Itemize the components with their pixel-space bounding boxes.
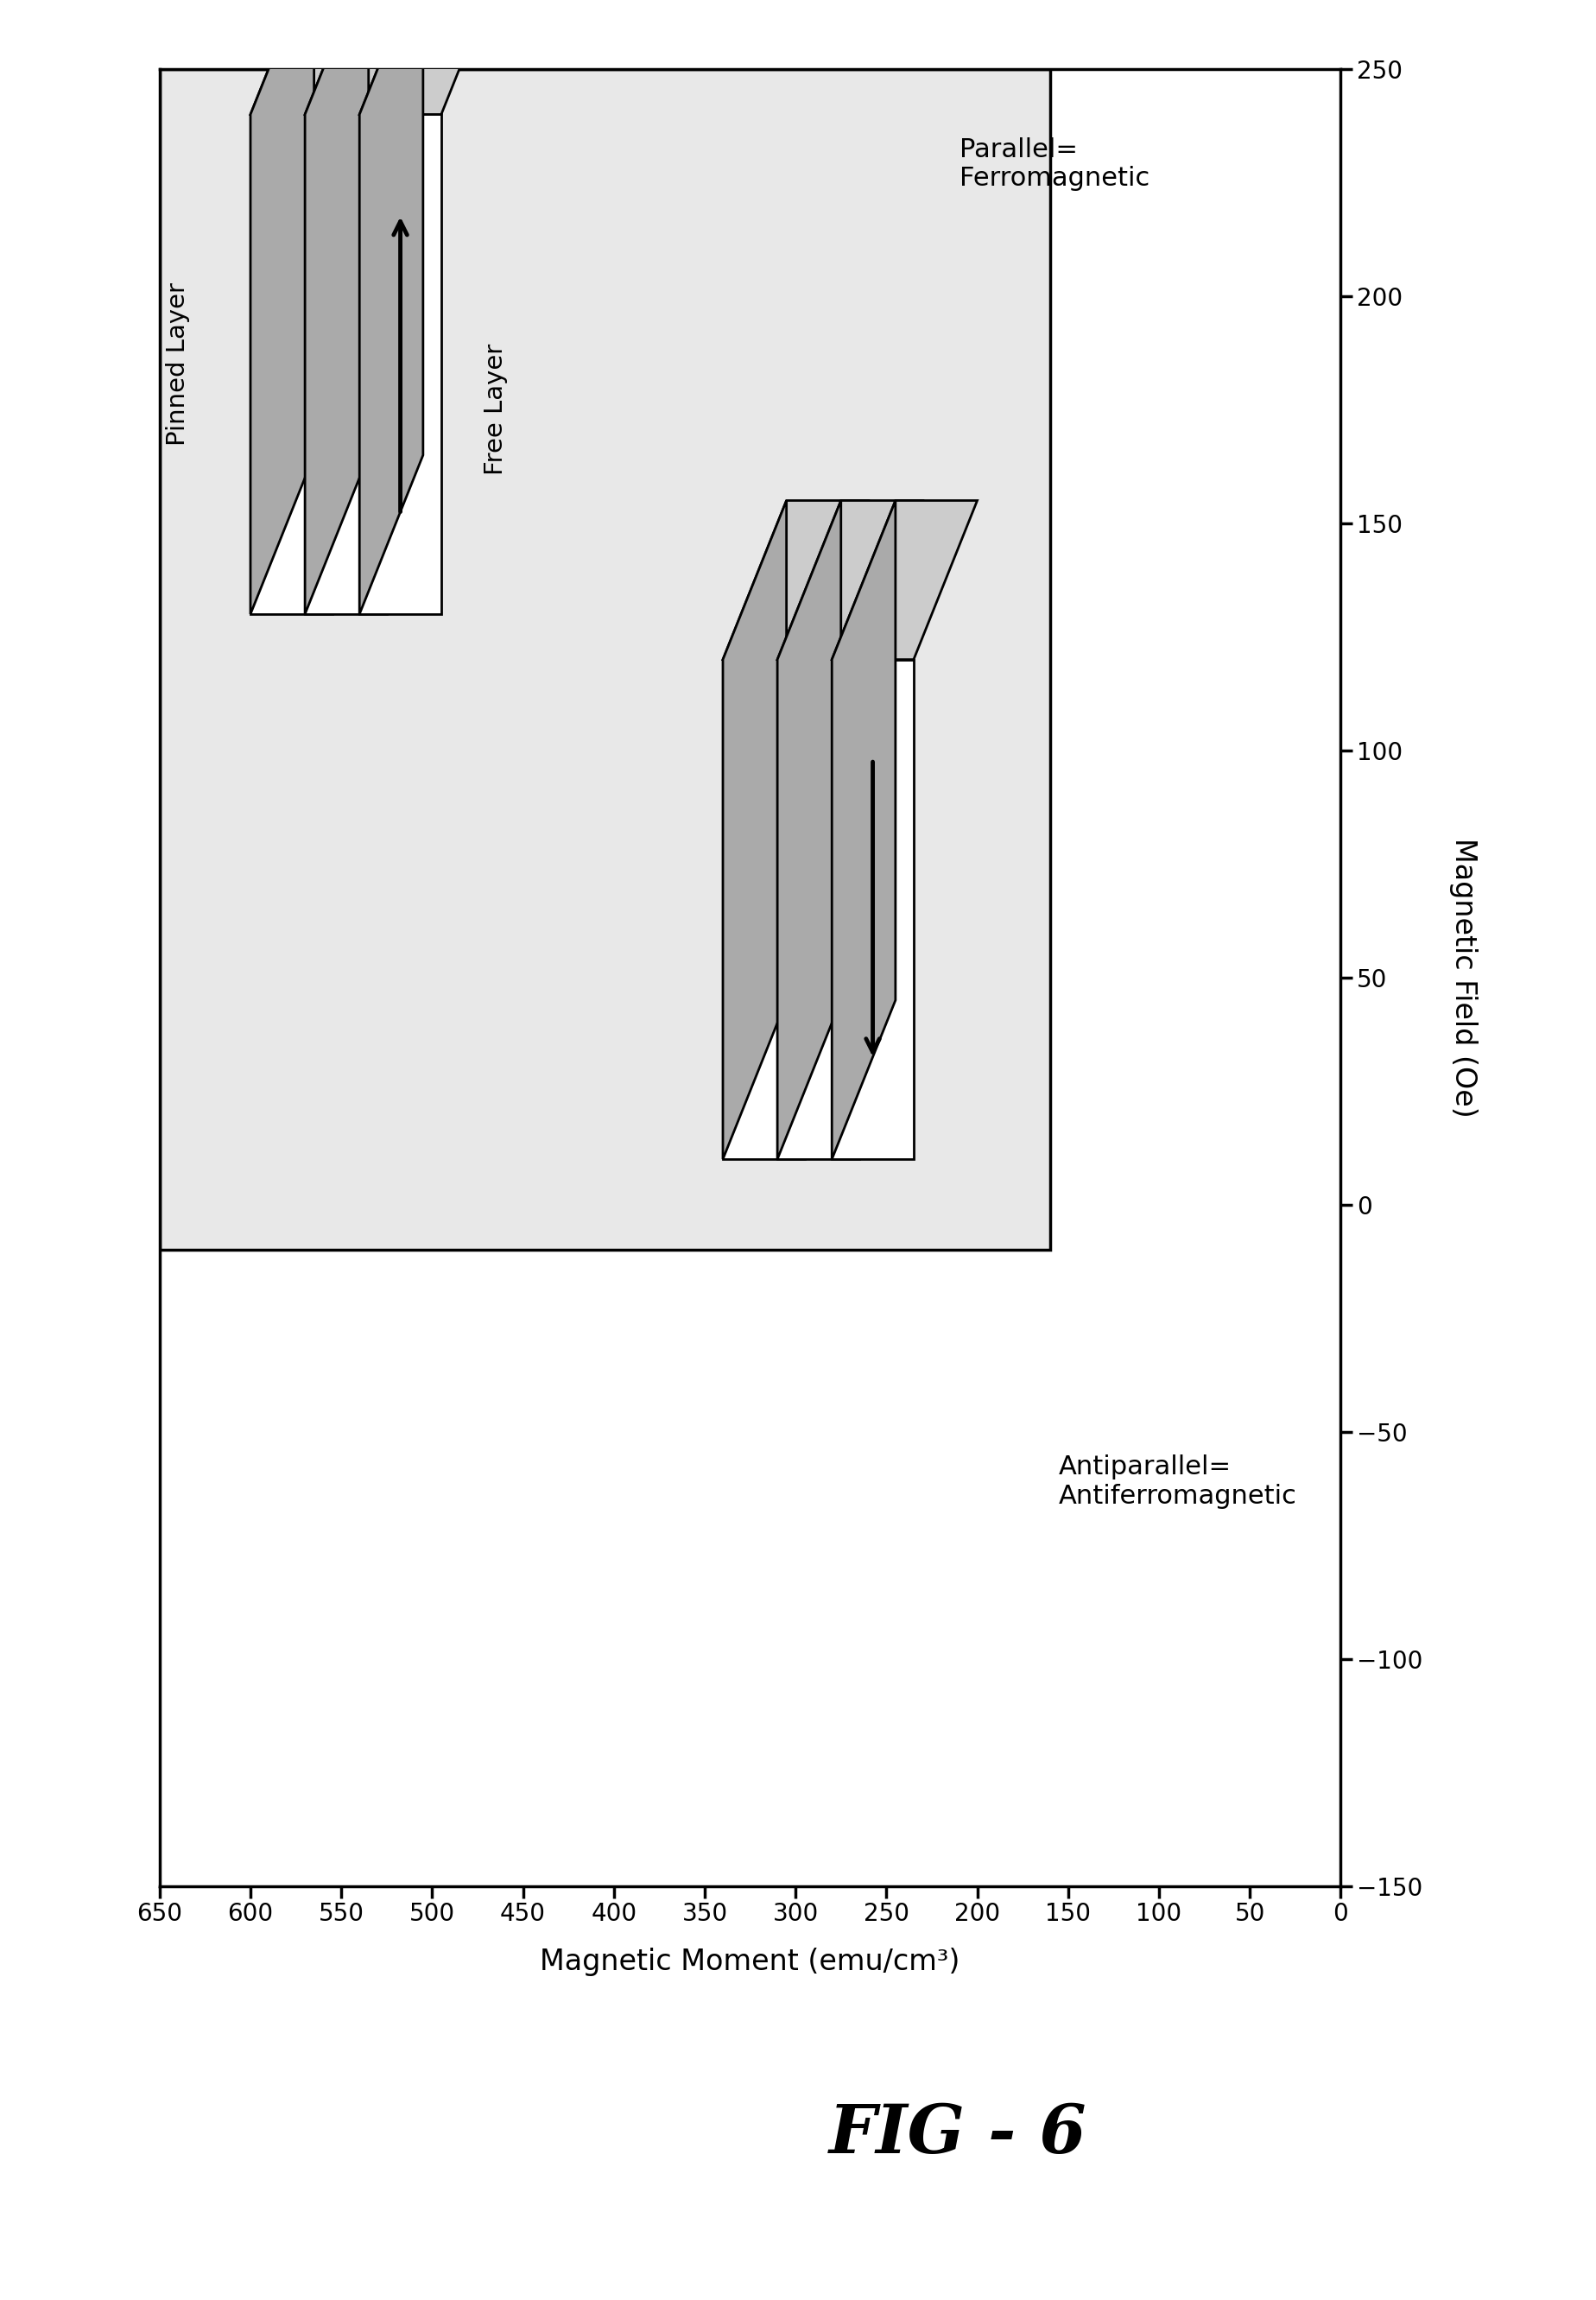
Polygon shape	[251, 0, 314, 614]
Polygon shape	[305, 0, 369, 614]
Polygon shape	[723, 501, 868, 660]
Polygon shape	[777, 501, 922, 660]
Text: Pinned Layer: Pinned Layer	[166, 283, 190, 446]
Polygon shape	[777, 501, 841, 1159]
Text: Antiparallel=
Antiferromagnetic: Antiparallel= Antiferromagnetic	[1060, 1454, 1298, 1509]
Text: Parallel=
Ferromagnetic: Parallel= Ferromagnetic	[959, 138, 1149, 191]
Polygon shape	[251, 0, 396, 115]
Polygon shape	[359, 0, 504, 115]
Polygon shape	[359, 115, 440, 614]
Text: Free Layer: Free Layer	[484, 345, 508, 476]
Y-axis label: Magnetic Field (Oe): Magnetic Field (Oe)	[1449, 837, 1478, 1118]
Polygon shape	[359, 0, 423, 614]
Polygon shape	[305, 115, 386, 614]
Polygon shape	[251, 115, 332, 614]
Bar	[160, 69, 1050, 1251]
Polygon shape	[723, 501, 787, 1159]
Text: FIG - 6: FIG - 6	[828, 2102, 1087, 2167]
Polygon shape	[832, 501, 895, 1159]
Polygon shape	[832, 660, 913, 1159]
Polygon shape	[832, 501, 977, 660]
Polygon shape	[723, 660, 804, 1159]
X-axis label: Magnetic Moment (emu/cm³): Magnetic Moment (emu/cm³)	[539, 1948, 961, 1976]
Polygon shape	[305, 0, 450, 115]
Polygon shape	[777, 660, 859, 1159]
